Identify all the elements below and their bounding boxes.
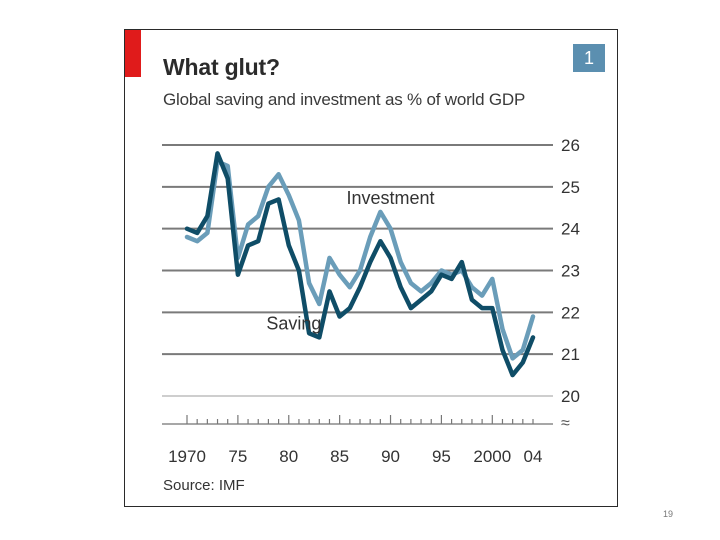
x-tick-label: 1970: [168, 447, 206, 466]
chart-subtitle: Global saving and investment as % of wor…: [163, 90, 526, 109]
chart-number-badge: 1: [573, 44, 605, 72]
y-tick-label: 22: [561, 303, 580, 322]
chart-title: What glut?: [163, 54, 280, 80]
series-investment-label: Investment: [347, 188, 435, 208]
x-tick-label: 75: [228, 447, 247, 466]
chart-source: Source: IMF: [163, 477, 245, 494]
y-tick-label: 24: [561, 220, 580, 239]
y-tick-label: 20: [561, 387, 580, 406]
gridlines: 20 21 22 23 24 25 26: [162, 136, 580, 406]
line-chart: 20 21 22 23 24 25 26 1970 75 80 85 90 95 2000 04 ≈ Inv…: [162, 136, 580, 466]
series-labels: Investment Saving: [266, 188, 434, 334]
x-tick-label: 2000: [473, 447, 511, 466]
brand-red-bar: [125, 30, 141, 77]
x-tick-label: 90: [381, 447, 400, 466]
series-lines: [184, 151, 536, 378]
series-investment-line: [184, 159, 536, 361]
series-saving-label: Saving: [266, 313, 321, 333]
x-tick-label: 80: [279, 447, 298, 466]
series-saving-line: [184, 151, 536, 378]
y-tick-label: 25: [561, 178, 580, 197]
axis-break-symbol: ≈: [561, 415, 570, 432]
y-tick-label: 21: [561, 345, 580, 364]
slide-page-number: 19: [663, 509, 674, 519]
x-tick-label: 85: [330, 447, 349, 466]
x-axis: 1970 75 80 85 90 95 2000 04 ≈: [162, 415, 570, 466]
x-tick-label: 95: [432, 447, 451, 466]
chart-frame: What glut? Global saving and investment …: [124, 29, 618, 507]
x-tick-label: 04: [524, 447, 543, 466]
y-tick-label: 23: [561, 262, 580, 281]
y-tick-label: 26: [561, 136, 580, 155]
